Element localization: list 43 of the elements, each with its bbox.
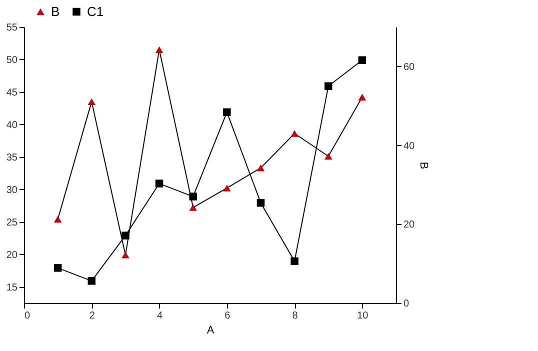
y-tick-label: 40: [6, 120, 18, 131]
point: [223, 108, 231, 116]
point: [88, 98, 96, 106]
point: [256, 198, 265, 207]
x-tick-label: 8: [292, 310, 298, 322]
point: [122, 252, 130, 258]
y2-tick-label: 0: [404, 298, 410, 310]
point: [189, 204, 197, 211]
y2-axis-title: B: [418, 162, 430, 170]
y2-tick-label: 40: [404, 140, 416, 152]
point: [54, 216, 62, 223]
point: [223, 184, 231, 192]
x-tick-label: 0: [24, 310, 30, 322]
point: [358, 94, 366, 100]
point: [54, 264, 62, 272]
point: [155, 46, 164, 54]
y-tick-label: 50: [6, 54, 18, 66]
point: [256, 164, 265, 172]
x-tick-label: 10: [357, 310, 369, 322]
y-tick-label: 35: [6, 152, 18, 164]
point: [324, 82, 332, 90]
x-axis-title: A: [206, 324, 215, 336]
y2-tick-label: 60: [404, 62, 416, 73]
legend-label: C1: [87, 4, 104, 19]
y2-tick-label: 20: [404, 220, 416, 231]
point: [358, 56, 366, 64]
x-tick-label: 2: [89, 310, 96, 322]
x-tick-label: 4: [156, 310, 163, 322]
point: [155, 180, 164, 188]
y-tick-label: 55: [6, 22, 18, 34]
point: [88, 277, 96, 285]
point: [290, 257, 298, 266]
y-tick-label: 45: [6, 87, 18, 98]
y-tick-label: 25: [6, 217, 18, 228]
point: [324, 152, 332, 160]
point: [122, 232, 130, 240]
legend-label: B: [51, 4, 60, 19]
y-tick-label: 30: [6, 184, 18, 196]
y-tick-label: 20: [6, 250, 18, 261]
point: [290, 130, 298, 137]
point: [189, 192, 197, 200]
x-tick-label: 6: [224, 310, 231, 322]
y-tick-label: 15: [6, 282, 18, 294]
